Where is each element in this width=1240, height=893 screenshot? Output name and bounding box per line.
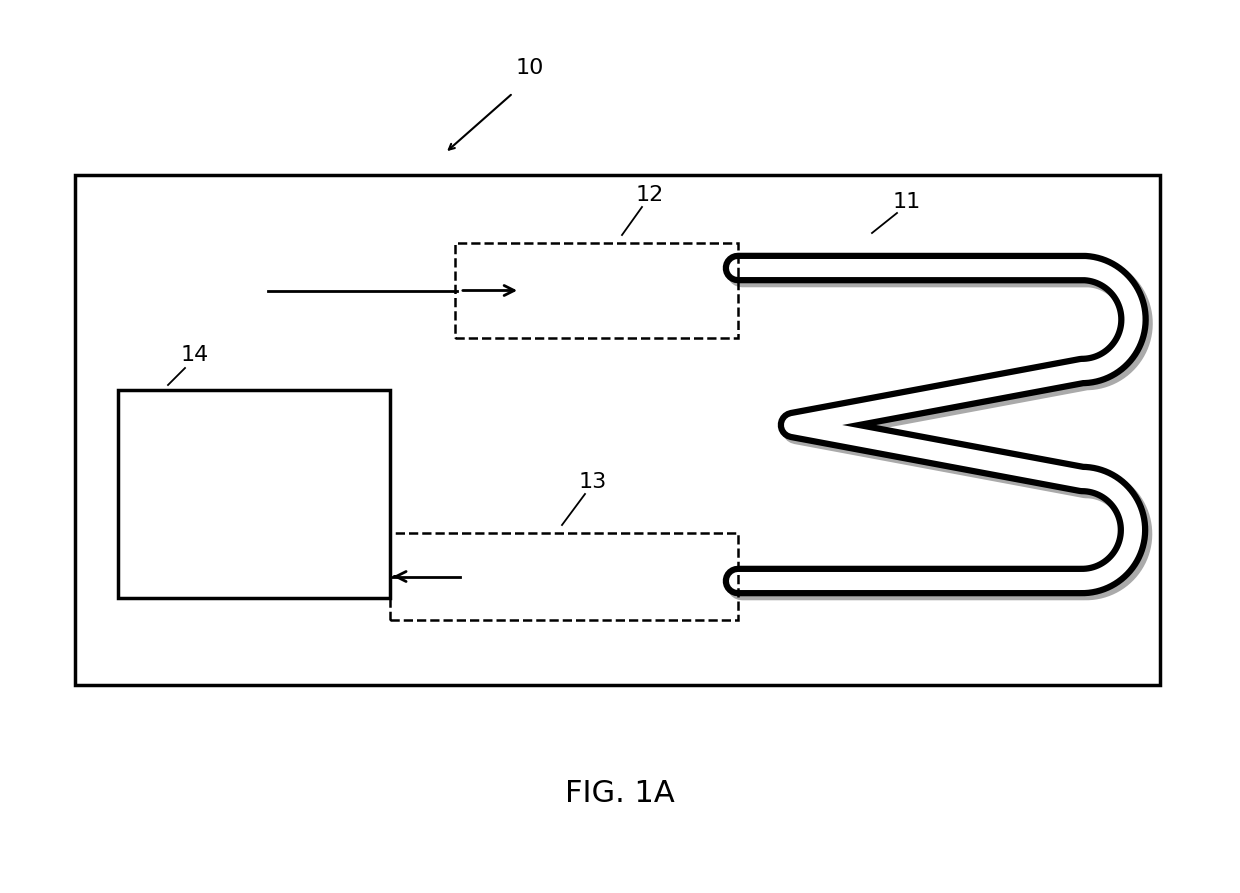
Bar	[455, 243, 738, 338]
Text: FIG. 1A: FIG. 1A	[565, 779, 675, 807]
Text: 10: 10	[516, 58, 544, 78]
Text: 12: 12	[636, 185, 665, 205]
Text: 13: 13	[579, 472, 608, 492]
Text: 14: 14	[181, 345, 210, 365]
Bar	[391, 533, 738, 620]
Bar	[118, 390, 391, 598]
Bar	[74, 175, 1159, 685]
Text: 11: 11	[893, 192, 921, 212]
